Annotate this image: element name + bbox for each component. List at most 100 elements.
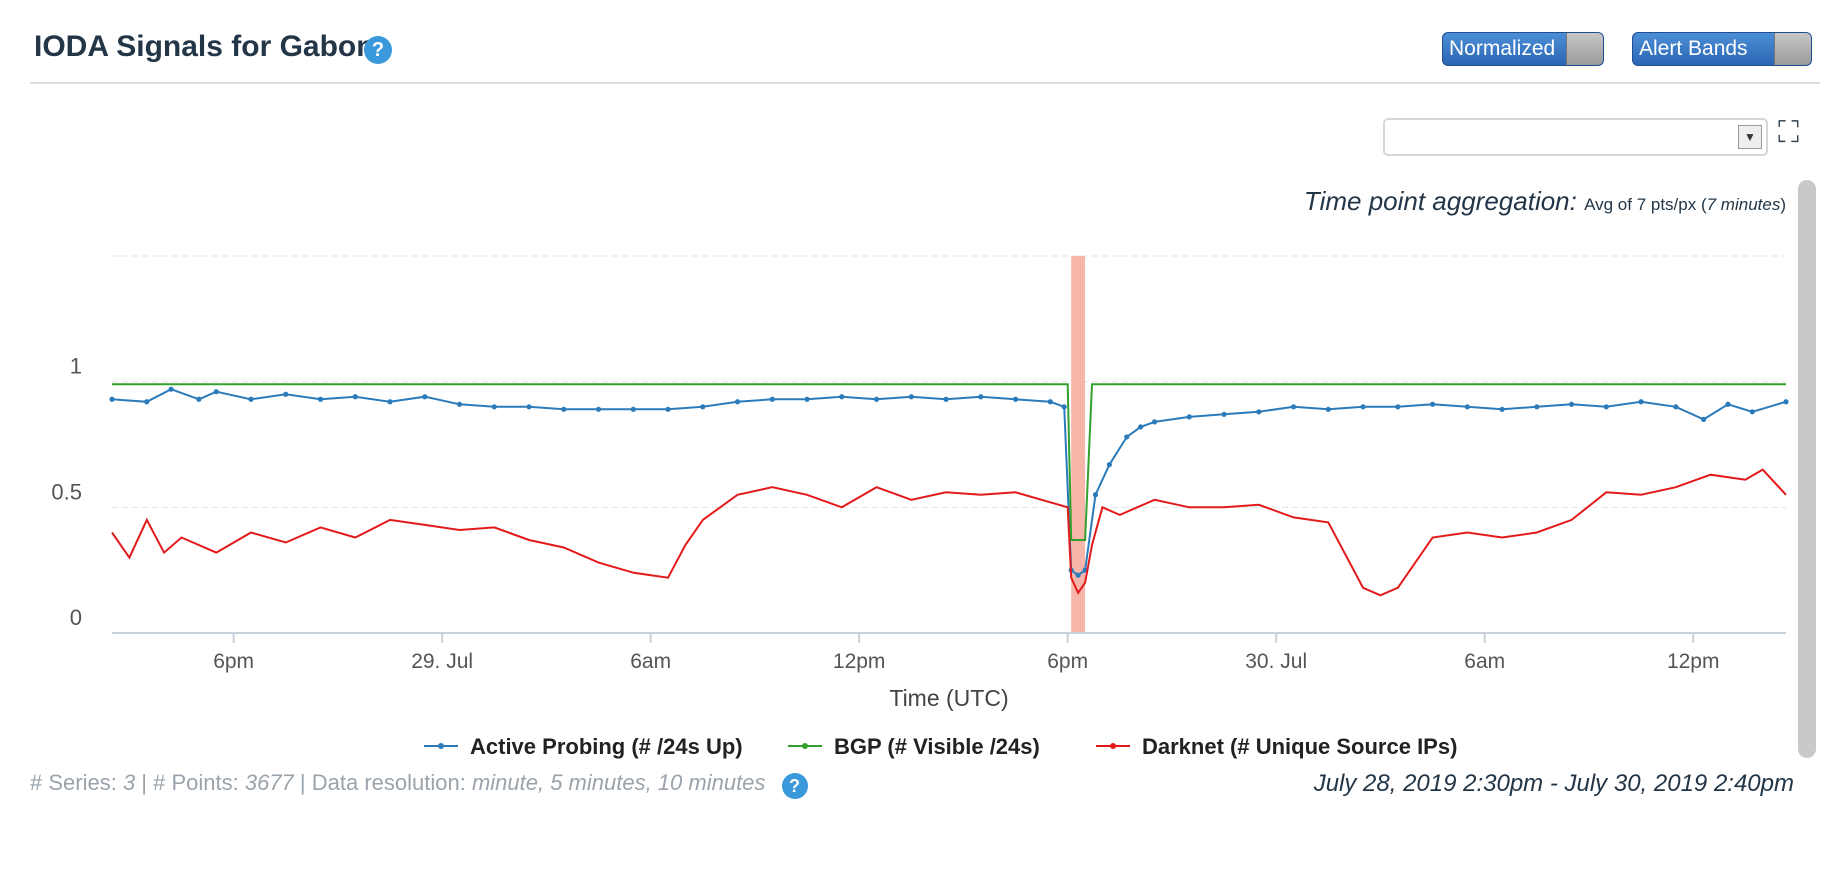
active-probing-point: [526, 404, 532, 410]
active-probing-point: [1603, 404, 1609, 410]
x-tick-label: 29. Jul: [411, 650, 473, 673]
active-probing-point: [1638, 399, 1644, 405]
active-probing-point: [248, 396, 254, 402]
active-probing-point: [1256, 409, 1262, 415]
legend: Active Probing (# /24s Up) BGP (# Visible…: [424, 734, 1457, 759]
active-probing-point: [1534, 404, 1540, 410]
header-divider: [30, 82, 1820, 84]
normalized-toggle[interactable]: Normalized: [1442, 32, 1604, 66]
date-range: July 28, 2019 2:30pm - July 30, 2019 2:4…: [1313, 770, 1794, 797]
toggle-knob: [1566, 33, 1603, 65]
alert-bands-toggle[interactable]: Alert Bands: [1632, 32, 1812, 66]
alert-band: [1071, 256, 1086, 633]
active-probing-point: [1106, 462, 1112, 468]
y-tick-label: 0.5: [51, 479, 82, 504]
active-probing-point: [1673, 404, 1679, 410]
active-probing-point: [1701, 416, 1707, 422]
alert-band-layer: [1071, 256, 1086, 633]
active-probing-point: [1138, 424, 1144, 430]
darknet-line: [111, 468, 1787, 597]
scrollbar[interactable]: [1798, 180, 1816, 758]
active-probing-point: [804, 396, 810, 402]
legend-marker: [438, 743, 444, 749]
active-probing-point: [422, 394, 428, 400]
y-tick-label: 1: [70, 354, 82, 379]
fullscreen-icon[interactable]: ⛶: [1778, 116, 1799, 149]
toggle-knob: [1774, 33, 1811, 65]
active-probing-point: [1360, 404, 1366, 410]
active-probing-point: [1061, 404, 1067, 410]
active-probing-point: [456, 401, 463, 407]
chevron-down-icon[interactable]: ▼: [1738, 125, 1762, 149]
series-count-label: # Series:: [30, 770, 123, 795]
active-probing-point: [561, 406, 567, 412]
active-probing-point: [1092, 492, 1099, 498]
y-tick-label: 0: [70, 605, 82, 630]
active-probing-point: [1124, 434, 1130, 440]
x-tick-label: 6pm: [213, 650, 254, 673]
active-probing-point: [387, 399, 393, 405]
x-tick-label: 6am: [1464, 650, 1505, 673]
aggregation-minutes: 7 minutes: [1706, 195, 1781, 214]
active-probing-point: [168, 386, 174, 392]
active-probing-point: [908, 394, 914, 400]
active-probing-point: [1568, 401, 1575, 407]
footer-stats: # Series: 3 | # Points: 3677 | Data reso…: [30, 770, 808, 799]
legend-label: Darknet (# Unique Source IPs): [1142, 734, 1457, 759]
x-axis-title: Time (UTC): [889, 685, 1008, 711]
active-probing-point: [943, 396, 949, 402]
active-probing-point: [1012, 396, 1019, 402]
alert-bands-toggle-label: Alert Bands: [1639, 37, 1748, 60]
question-icon[interactable]: ?: [364, 36, 392, 64]
active-probing-point: [1395, 404, 1401, 410]
active-probing-point: [839, 394, 845, 400]
active-probing-point: [109, 396, 115, 402]
active-probing-point: [213, 389, 219, 395]
x-tick-label: 6am: [630, 650, 671, 673]
resolution-value: minute, 5 minutes, 10 minutes: [471, 770, 766, 795]
bgp-line: [112, 383, 1786, 541]
active-probing-point: [700, 404, 706, 410]
aggregation-suffix: ): [1780, 195, 1786, 214]
active-probing-point: [595, 406, 602, 412]
active-probing-point: [491, 404, 497, 410]
legend-label: BGP (# Visible /24s): [834, 734, 1040, 759]
legend-marker: [802, 743, 808, 749]
x-tick-label: 6pm: [1047, 650, 1088, 673]
chart-grid: [112, 255, 1786, 508]
x-tick-label: 30. Jul: [1245, 650, 1307, 673]
legend-marker: [1110, 743, 1116, 749]
active-probing-point: [1221, 411, 1227, 417]
active-probing-point: [1783, 399, 1789, 405]
active-probing-point: [352, 394, 358, 400]
active-probing-point: [317, 396, 324, 402]
legend-label: Active Probing (# /24s Up): [470, 734, 743, 759]
active-probing-point: [734, 399, 741, 405]
active-probing-point: [1151, 419, 1158, 425]
points-count-label: | # Points:: [135, 770, 245, 795]
active-probing-point: [630, 406, 636, 412]
x-tick-label: 12pm: [833, 650, 886, 673]
aggregation-prefix: Avg of 7 pts/px (: [1584, 195, 1707, 214]
points-count: 3677: [244, 770, 294, 795]
active-probing-point: [873, 396, 880, 402]
resolution-label: | Data resolution:: [293, 770, 472, 795]
aggregation-label: Time point aggregation:: [1303, 186, 1577, 216]
active-probing-point: [769, 396, 775, 402]
page-title: IODA Signals for Gabon: [34, 30, 375, 63]
active-probing-point: [196, 396, 202, 402]
question-icon[interactable]: ?: [781, 773, 808, 799]
x-tick-label: 12pm: [1667, 650, 1720, 673]
active-probing-point: [1290, 404, 1297, 410]
active-probing-point: [978, 394, 984, 400]
active-probing-point: [1429, 401, 1436, 407]
series-select[interactable]: ▼: [1383, 118, 1768, 156]
series-lines: [109, 383, 1789, 597]
active-probing-point: [1725, 401, 1731, 407]
active-probing-point: [1075, 572, 1081, 578]
active-probing-point: [1464, 404, 1470, 410]
active-probing-point: [283, 391, 289, 397]
active-probing-point: [144, 399, 150, 405]
aggregation-info: Time point aggregation: Avg of 7 pts/px …: [1304, 186, 1786, 217]
